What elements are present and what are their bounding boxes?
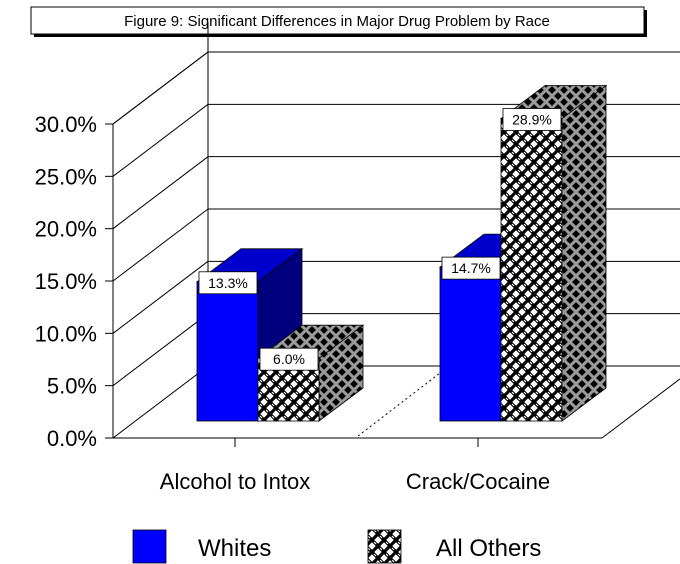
legend: Whites All Others [132, 529, 541, 564]
legend-item-whites: Whites [132, 529, 271, 564]
data-label-box [441, 256, 501, 280]
data-label: 6.0% [259, 347, 319, 371]
bar-front [439, 266, 502, 422]
data-labels: 13.3% 14.7% 6.0% 28.9% [198, 108, 562, 371]
side-wall-gridline [112, 260, 209, 334]
x-tick-label: Crack/Cocaine [406, 469, 550, 494]
y-tick-label: 30.0% [35, 112, 97, 137]
data-label-box [198, 271, 258, 295]
data-label-box [502, 108, 562, 131]
bar-side [561, 84, 607, 422]
data-label-text: 13.3% [208, 275, 248, 291]
data-label-box [259, 347, 319, 371]
x-tick-label: Alcohol to Intox [160, 469, 310, 494]
floor-divider [357, 372, 441, 437]
bar-front [196, 281, 259, 422]
chart-title: Figure 9: Significant Differences in Maj… [30, 6, 647, 37]
plot-area: 0.0% 5.0% 10.0% 15.0% 20.0% 25.0% 30.0% Alcohol… [35, 22, 680, 494]
y-tick-label: 0.0% [47, 426, 97, 451]
legend-item-all-others: All Others [367, 529, 541, 564]
bar-all-others-2 [499, 84, 608, 422]
side-wall-gridline [112, 365, 209, 439]
legend-label: Whites [198, 535, 271, 562]
data-label: 28.9% [502, 108, 562, 131]
legend-swatch [132, 529, 167, 564]
data-label: 13.3% [198, 271, 258, 295]
legend-swatch [367, 529, 402, 564]
bar-front [500, 118, 563, 422]
data-label-text: 14.7% [451, 260, 491, 276]
data-label-text: 28.9% [512, 112, 552, 128]
side-wall-top [112, 51, 209, 125]
y-tick-label: 25.0% [35, 164, 97, 189]
side-wall-gridline [112, 156, 209, 230]
chart-title-text: Figure 9: Significant Differences in Maj… [124, 13, 550, 30]
legend-label: All Others [436, 535, 541, 562]
data-label: 14.7% [441, 256, 501, 280]
bars [195, 84, 608, 422]
side-wall-gridline [112, 208, 209, 282]
y-tick-label: 5.0% [47, 374, 97, 399]
y-tick-label: 15.0% [35, 269, 97, 294]
floor-right-edge [601, 378, 680, 439]
y-tick-label: 10.0% [35, 321, 97, 346]
side-wall-gridline [112, 103, 209, 177]
y-tick-label: 20.0% [35, 217, 97, 242]
side-wall-gridline [112, 313, 209, 387]
data-label-text: 6.0% [273, 351, 305, 367]
